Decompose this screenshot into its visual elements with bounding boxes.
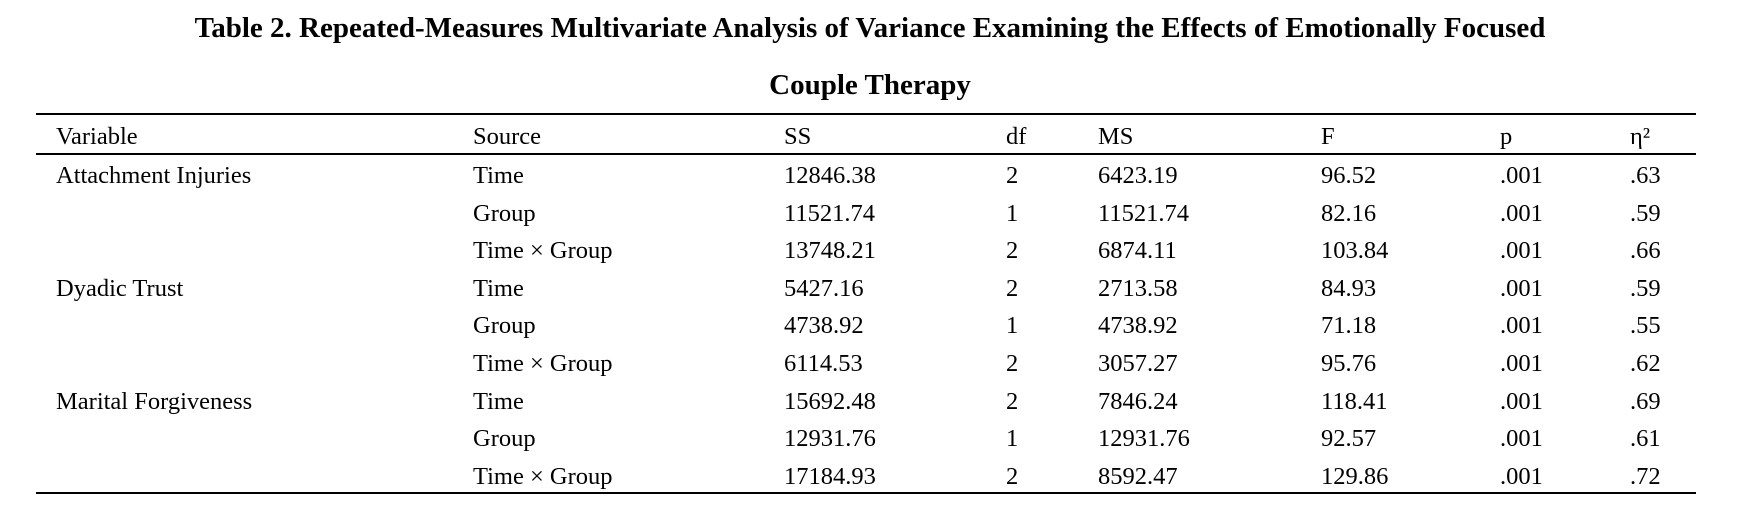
column-header: Source: [473, 123, 542, 150]
header-rule: [36, 153, 1696, 155]
table-cell: 2: [1006, 274, 1019, 302]
table-cell: .001: [1500, 274, 1543, 302]
table-cell: .001: [1500, 425, 1543, 453]
table-cell: .59: [1630, 199, 1661, 227]
table-cell: 1: [1006, 425, 1019, 453]
table-cell: 15692.48: [784, 387, 876, 415]
table-cell: 11521.74: [784, 199, 875, 227]
table-cell: 12846.38: [784, 162, 876, 189]
bottom-rule: [36, 492, 1696, 494]
table-cell: 11521.74: [1098, 199, 1189, 227]
table-cell: 6423.19: [1098, 162, 1178, 189]
table-cell: 8592.47: [1098, 462, 1178, 490]
table-cell: 2713.58: [1098, 274, 1178, 302]
table-cell: 5427.16: [784, 274, 864, 302]
table-cell: 2: [1006, 237, 1019, 265]
table-cell: 2: [1006, 462, 1019, 490]
table-cell: .001: [1500, 312, 1543, 340]
column-header: df: [1006, 123, 1027, 150]
table-cell: 103.84: [1321, 237, 1389, 265]
table-cell: 17184.93: [784, 462, 876, 490]
table-cell: .61: [1630, 425, 1661, 453]
table-cell: .66: [1630, 237, 1661, 265]
column-header: SS: [784, 123, 812, 150]
table-cell: .55: [1630, 312, 1661, 340]
table-cell: .69: [1630, 387, 1661, 415]
table-cell: 129.86: [1321, 462, 1389, 490]
table-cell: .001: [1500, 462, 1543, 490]
table-title: Table 2. Repeated-Measures Multivariate …: [194, 12, 1546, 101]
column-header: Variable: [56, 123, 138, 150]
table-cell: 118.41: [1321, 387, 1388, 415]
table-cell: 4738.92: [784, 312, 864, 340]
variable-name: Marital Forgiveness: [56, 387, 253, 415]
variable-name: Attachment Injuries: [56, 162, 252, 189]
table-cell: Time × Group: [473, 237, 613, 265]
table-cell: 3057.27: [1098, 350, 1178, 377]
table-cell: .63: [1630, 162, 1661, 189]
table-cell: Group: [473, 312, 536, 340]
table-cell: 2: [1006, 350, 1019, 377]
table-cell: Time × Group: [473, 350, 613, 377]
table-cell: 1: [1006, 199, 1019, 227]
table-cell: 7846.24: [1098, 387, 1178, 415]
table-cell: 84.93: [1321, 274, 1377, 302]
table-cell: 71.18: [1321, 312, 1377, 340]
table-cell: Time: [473, 274, 524, 302]
table-cell: .001: [1500, 162, 1543, 189]
column-header: MS: [1098, 123, 1134, 150]
table-cell: .001: [1500, 387, 1543, 415]
table-cell: Time: [473, 162, 524, 189]
table-cell: .72: [1630, 462, 1661, 490]
table-cell: 82.16: [1321, 199, 1377, 227]
table-cell: .62: [1630, 350, 1661, 377]
table-cell: 6114.53: [784, 350, 863, 377]
table-cell: 2: [1006, 387, 1019, 415]
top-rule: [36, 113, 1696, 115]
table-cell: 6874.11: [1098, 237, 1177, 265]
table-cell: Group: [473, 425, 536, 453]
table-cell: .001: [1500, 199, 1543, 227]
table-cell: 2: [1006, 162, 1019, 189]
table-cell: .001: [1500, 350, 1543, 377]
table-cell: 1: [1006, 312, 1019, 340]
table-cell: 12931.76: [784, 425, 876, 453]
table-cell: 92.57: [1321, 425, 1377, 453]
variable-name: Dyadic Trust: [56, 274, 184, 302]
table-cell: 95.76: [1321, 350, 1377, 377]
table-cell: Group: [473, 199, 536, 227]
table-cell: 4738.92: [1098, 312, 1178, 340]
table-cell: .59: [1630, 274, 1661, 302]
table-cell: Time × Group: [473, 462, 613, 490]
column-header: p: [1500, 123, 1513, 150]
table-cell: Time: [473, 387, 524, 415]
column-header: η²: [1630, 123, 1651, 150]
table-cell: 13748.21: [784, 237, 876, 265]
column-header: F: [1321, 123, 1335, 150]
table-cell: 12931.76: [1098, 425, 1190, 453]
table-cell: .001: [1500, 237, 1543, 265]
table-cell: 96.52: [1321, 162, 1377, 189]
